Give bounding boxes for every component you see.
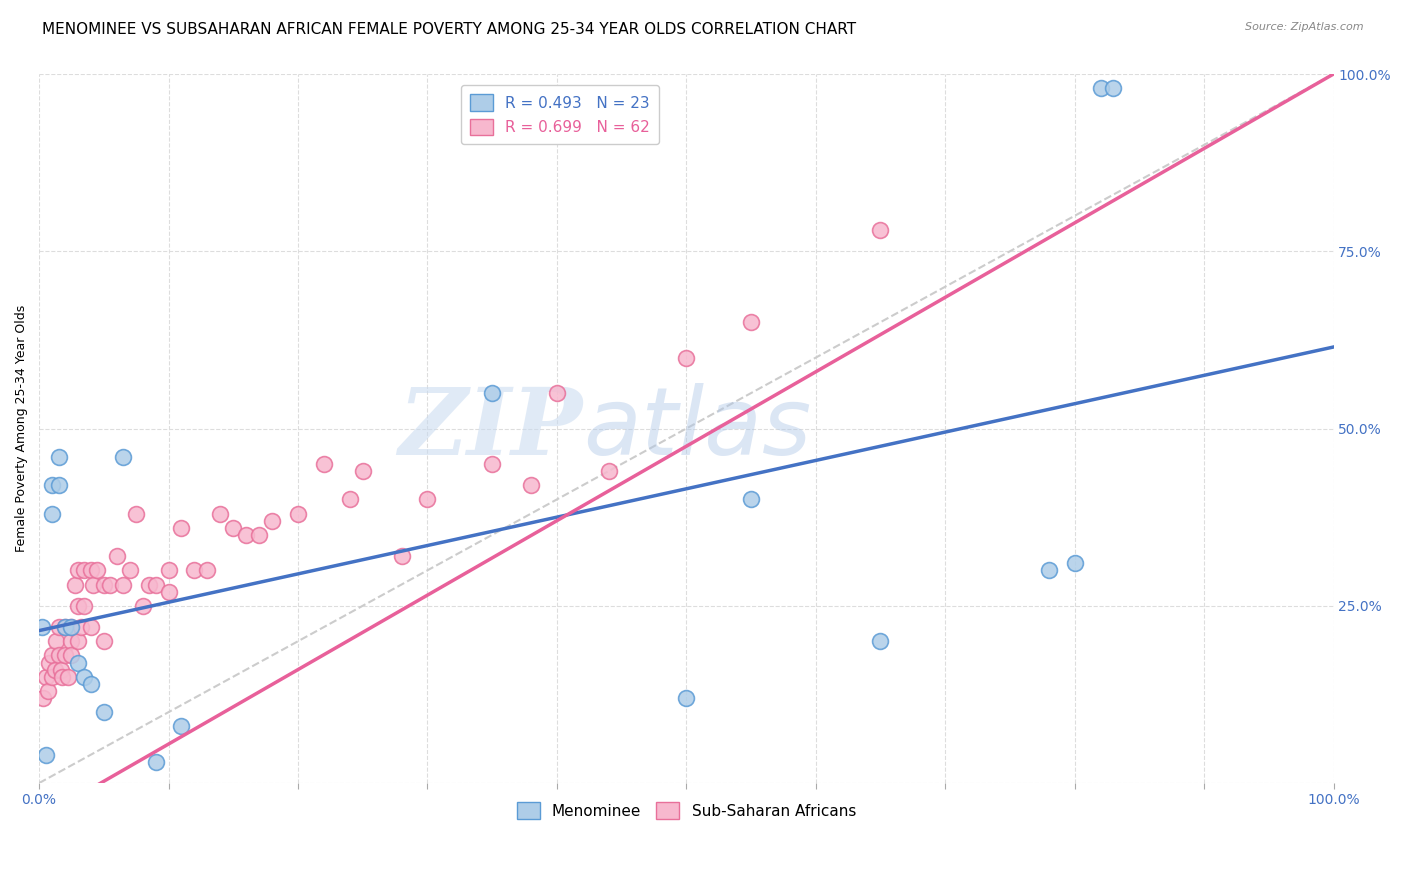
Point [66,563,89,577]
Point [80,620,103,634]
Point [131,599,153,613]
Legend: Menominee, Sub-Saharan Africans: Menominee, Sub-Saharan Africans [510,797,862,825]
Point [34,670,56,684]
Point [48,620,70,634]
Point [93,634,115,648]
Point [93,577,115,591]
Point [145,755,167,769]
Point [235,528,257,542]
Point [1038,563,1060,577]
Point [520,478,543,492]
Point [312,457,335,471]
Point [112,577,135,591]
Point [66,656,89,670]
Point [287,507,309,521]
Point [598,464,620,478]
Point [183,563,205,577]
Point [48,648,70,663]
Point [1063,556,1085,570]
Point [37,684,59,698]
Point [53,620,76,634]
Point [82,577,104,591]
Point [73,599,96,613]
Text: ZIP: ZIP [398,384,582,474]
Point [80,563,103,577]
Point [416,492,439,507]
Point [44,663,66,677]
Point [86,563,108,577]
Point [138,577,160,591]
Point [41,478,63,492]
Point [51,670,73,684]
Point [391,549,413,563]
Point [93,705,115,719]
Point [247,528,270,542]
Point [675,351,697,365]
Point [157,584,180,599]
Point [38,656,60,670]
Point [1102,81,1125,95]
Point [262,514,284,528]
Point [1090,81,1112,95]
Point [352,464,374,478]
Point [60,620,83,634]
Point [105,549,128,563]
Point [118,563,141,577]
Point [157,563,180,577]
Point [60,634,83,648]
Y-axis label: Female Poverty Among 25-34 Year Olds: Female Poverty Among 25-34 Year Olds [15,305,28,552]
Text: MENOMINEE VS SUBSAHARAN AFRICAN FEMALE POVERTY AMONG 25-34 YEAR OLDS CORRELATION: MENOMINEE VS SUBSAHARAN AFRICAN FEMALE P… [42,22,856,37]
Point [56,670,79,684]
Point [69,620,91,634]
Point [195,563,218,577]
Point [65,577,87,591]
Point [60,648,83,663]
Point [98,577,121,591]
Point [740,492,762,507]
Point [145,577,167,591]
Point [66,599,89,613]
Point [31,620,53,634]
Point [49,663,72,677]
Point [869,634,891,648]
Point [209,507,232,521]
Point [546,386,568,401]
Text: atlas: atlas [582,383,811,474]
Point [339,492,361,507]
Point [675,690,697,705]
Point [170,719,193,733]
Point [34,747,56,762]
Point [48,478,70,492]
Point [481,457,503,471]
Point [48,450,70,464]
Point [45,634,67,648]
Point [41,670,63,684]
Point [481,386,503,401]
Point [60,620,83,634]
Point [66,634,89,648]
Point [125,507,148,521]
Point [222,521,245,535]
Point [170,521,193,535]
Text: Source: ZipAtlas.com: Source: ZipAtlas.com [1246,22,1364,32]
Point [740,315,762,329]
Point [53,648,76,663]
Point [80,677,103,691]
Point [73,670,96,684]
Point [32,690,55,705]
Point [73,563,96,577]
Point [41,648,63,663]
Point [41,507,63,521]
Point [869,223,891,237]
Point [53,620,76,634]
Point [112,450,135,464]
